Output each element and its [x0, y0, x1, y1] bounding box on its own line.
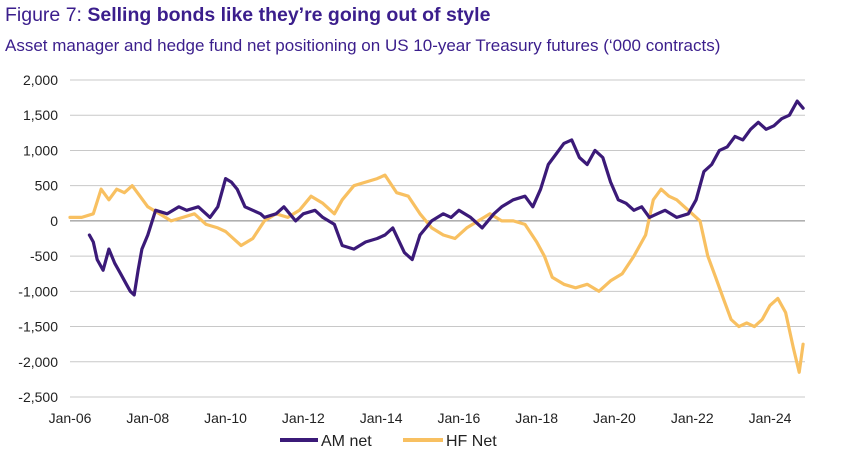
- gridlines: [70, 79, 805, 398]
- y-tick-label: 1,500: [23, 107, 58, 123]
- x-tick-label: Jan-22: [671, 410, 714, 426]
- x-tick-label: Jan-10: [204, 410, 247, 426]
- y-tick-label: 1,000: [23, 142, 58, 158]
- y-tick-label: 0: [50, 213, 58, 229]
- y-tick-label: -500: [30, 248, 58, 264]
- y-tick-label: -1,500: [18, 319, 58, 335]
- series-line-am-net: [87, 99, 805, 297]
- figure-subtitle: Asset manager and hedge fund net positio…: [5, 36, 721, 55]
- y-tick-label: 500: [35, 178, 59, 194]
- x-tick-label: Jan-14: [360, 410, 403, 426]
- x-tick-label: Jan-06: [49, 410, 92, 426]
- y-tick-label: -1,000: [18, 283, 58, 299]
- x-tick-label: Jan-12: [282, 410, 325, 426]
- legend-label: AM net: [321, 433, 372, 450]
- figure-title: Figure 7: Selling bonds like they’re goi…: [5, 4, 490, 27]
- series-lines: [68, 99, 805, 374]
- x-tick-label: Jan-20: [593, 410, 636, 426]
- legend-label: HF Net: [446, 433, 497, 450]
- y-tick-label: 2,000: [23, 72, 58, 88]
- figure-label: Figure 7:: [5, 4, 82, 26]
- x-tick-label: Jan-16: [437, 410, 480, 426]
- figure-headline: Selling bonds like they’re going out of …: [87, 4, 491, 26]
- x-tick-label: Jan-24: [749, 410, 792, 426]
- legend: AM net HF Net: [280, 433, 497, 450]
- x-tick-label: Jan-18: [515, 410, 558, 426]
- x-tick-label: Jan-08: [126, 410, 169, 426]
- y-axis-ticks: 2,000 1,500 1,000 500 0 -500 -1,000 -1,500 -2,00…: [18, 72, 58, 405]
- x-axis-ticks: Jan-06 Jan-08 Jan-10 Jan-12 Jan-14 Jan-16 Jan-…: [49, 410, 792, 426]
- series-line-hf-net: [68, 173, 805, 374]
- y-tick-label: -2,500: [18, 389, 58, 405]
- y-tick-label: -2,000: [18, 354, 58, 370]
